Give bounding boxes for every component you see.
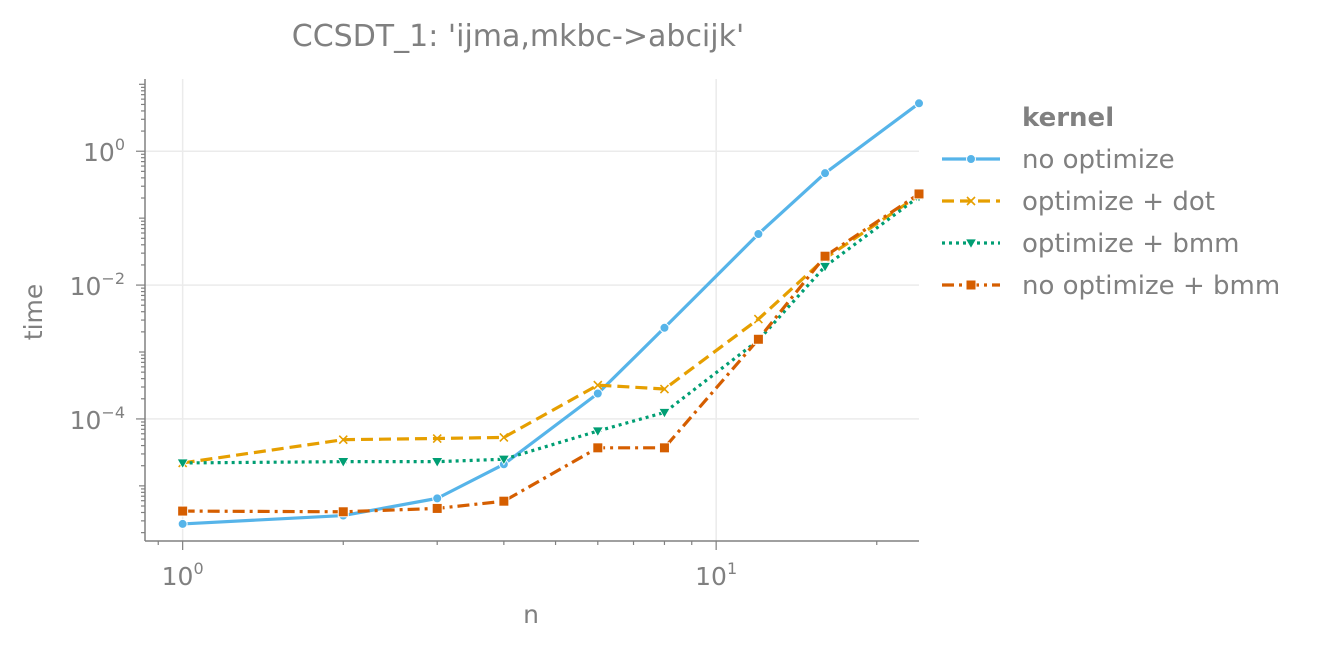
chart-title: CCSDT_1: 'ijma,mkbc->abcijk' bbox=[292, 19, 744, 54]
data-point bbox=[592, 388, 603, 399]
y-tick-label: 10−2 bbox=[70, 269, 125, 301]
y-axis-label: time bbox=[19, 284, 48, 340]
data-point bbox=[659, 384, 670, 394]
series-group bbox=[176, 98, 926, 529]
data-point bbox=[499, 432, 509, 442]
legend-label: no optimize + bmm bbox=[1022, 271, 1280, 301]
data-point bbox=[176, 458, 189, 470]
legend-item: optimize + bmm bbox=[942, 229, 1240, 259]
series-0 bbox=[177, 98, 924, 529]
x-tick-label-base: 10 bbox=[162, 562, 194, 591]
data-point bbox=[659, 322, 670, 333]
data-point bbox=[819, 250, 831, 262]
series-1 bbox=[178, 190, 924, 468]
y-tick-label-exponent: −4 bbox=[101, 403, 125, 422]
legend-item: optimize + dot bbox=[942, 187, 1215, 217]
data-point bbox=[177, 518, 188, 529]
data-point bbox=[658, 442, 670, 454]
y-tick-label-base: 10 bbox=[83, 138, 115, 167]
legend-marker bbox=[966, 196, 976, 206]
series-line bbox=[182, 102, 920, 526]
grid bbox=[145, 79, 919, 541]
series-2 bbox=[176, 192, 926, 470]
data-point bbox=[432, 493, 443, 504]
data-point bbox=[752, 333, 764, 345]
data-point bbox=[753, 228, 764, 239]
legend-title: kernel bbox=[1022, 103, 1114, 133]
x-tick-label: 100 bbox=[162, 559, 204, 591]
legend-marker bbox=[966, 154, 976, 164]
data-point bbox=[592, 442, 604, 454]
data-point bbox=[337, 457, 350, 468]
legend-label: optimize + bmm bbox=[1022, 229, 1240, 259]
legend-marker bbox=[964, 238, 978, 250]
data-point bbox=[431, 457, 444, 468]
data-point bbox=[497, 454, 511, 466]
x-axis-label: n bbox=[523, 600, 539, 629]
data-point bbox=[753, 314, 763, 324]
data-point bbox=[498, 495, 510, 507]
legend-label: no optimize bbox=[1022, 145, 1175, 175]
y-tick-label: 100 bbox=[83, 135, 125, 167]
data-point bbox=[432, 433, 442, 444]
legend-item: no optimize + bmm bbox=[942, 271, 1280, 301]
data-point bbox=[337, 506, 349, 518]
y-tick-label-exponent: −2 bbox=[101, 269, 125, 288]
legend-marker bbox=[965, 279, 977, 291]
series-line bbox=[182, 195, 920, 465]
data-point bbox=[818, 262, 832, 273]
series-line bbox=[182, 193, 920, 465]
data-point bbox=[658, 408, 671, 419]
y-tick-label: 10−4 bbox=[70, 403, 125, 435]
data-point bbox=[591, 426, 604, 438]
data-point bbox=[338, 435, 348, 445]
legend: kernel no optimize optimize + dot optimize… bbox=[942, 103, 1280, 301]
x-tick-label-exponent: 1 bbox=[727, 559, 737, 578]
data-point bbox=[177, 505, 189, 517]
y-tick-label-exponent: 0 bbox=[115, 135, 125, 154]
data-point bbox=[820, 168, 831, 179]
legend-label: optimize + dot bbox=[1022, 187, 1215, 217]
axis-ticks bbox=[136, 83, 878, 550]
legend-item: no optimize bbox=[942, 145, 1175, 175]
data-point bbox=[593, 380, 603, 390]
y-tick-label-base: 10 bbox=[70, 272, 102, 301]
series-3 bbox=[177, 188, 925, 518]
x-tick-label: 101 bbox=[695, 559, 737, 591]
series-line bbox=[182, 192, 920, 514]
x-tick-label-exponent: 0 bbox=[193, 559, 203, 578]
data-point bbox=[431, 502, 443, 514]
x-tick-label-base: 10 bbox=[695, 562, 727, 591]
data-point bbox=[914, 98, 924, 109]
data-point bbox=[913, 188, 925, 200]
y-tick-label-base: 10 bbox=[70, 406, 102, 435]
